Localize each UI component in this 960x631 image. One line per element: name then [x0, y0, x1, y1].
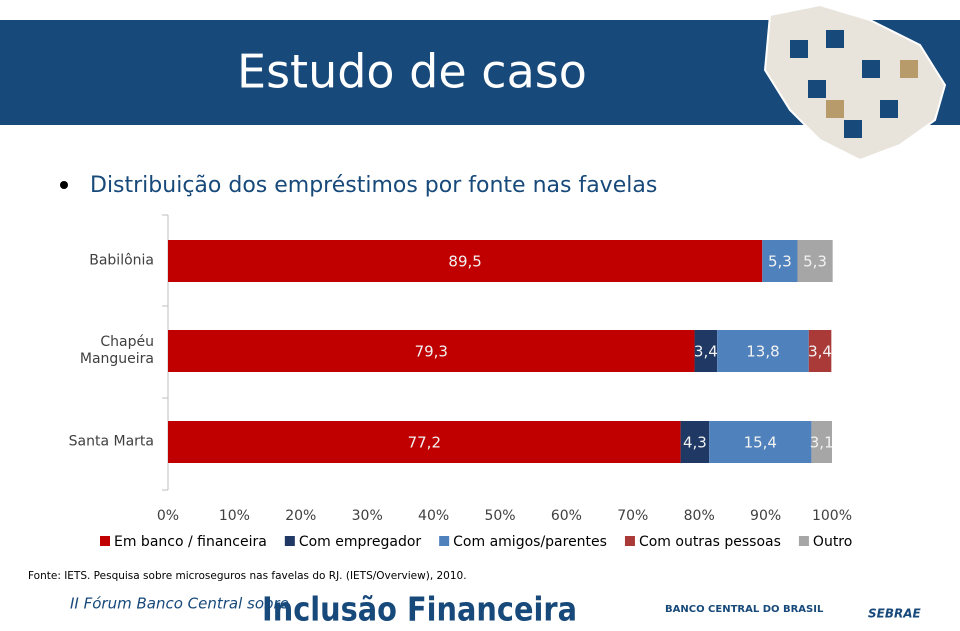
- x-tick-label: 70%: [617, 508, 648, 524]
- value-label: 89,5: [448, 253, 481, 271]
- value-label: 4,3: [683, 434, 707, 452]
- x-tick-label: 50%: [484, 508, 515, 524]
- slide-title: Estudo de caso: [237, 45, 587, 99]
- chart-title: Distribuição dos empréstimos por fonte n…: [90, 173, 657, 198]
- value-label: 5,3: [803, 253, 827, 271]
- footer-line1: II Fórum Banco Central sobre: [70, 595, 289, 613]
- bar-segment: [762, 240, 798, 282]
- value-label: 79,3: [415, 343, 448, 361]
- map-logo: [763, 3, 947, 162]
- bar-segment: [168, 421, 681, 463]
- footer-line2: Inclusão Financeira: [262, 590, 577, 629]
- value-label: 5,3: [768, 253, 792, 271]
- bar-segment: [717, 330, 809, 372]
- legend-swatch: [798, 536, 809, 546]
- category-label: Babilônia: [89, 252, 154, 269]
- logo-sebrae: SEBRAE: [868, 607, 922, 621]
- category-label: Santa Marta: [68, 433, 154, 450]
- bar-segment: [694, 330, 718, 372]
- legend-label: Com empregador: [299, 534, 422, 550]
- x-tick-label: 10%: [219, 508, 250, 524]
- legend-label: Em banco / financeira: [114, 534, 267, 550]
- legend-label: Outro: [813, 534, 852, 550]
- bar-segment: [797, 240, 833, 282]
- value-label: 3,4: [808, 343, 832, 361]
- bullet: [60, 181, 68, 189]
- x-tick-label: 80%: [684, 508, 715, 524]
- x-tick-label: 100%: [812, 508, 852, 524]
- bar-segment: [811, 421, 832, 463]
- value-label: 3,4: [694, 343, 718, 361]
- x-tick-label: 30%: [352, 508, 383, 524]
- source: Fonte: IETS. Pesquisa sobre microseguros…: [28, 570, 467, 582]
- bar-segment: [168, 330, 695, 372]
- legend-label: Com outras pessoas: [639, 534, 781, 550]
- legend-swatch: [439, 536, 450, 546]
- legend-swatch: [284, 536, 295, 546]
- value-label: 3,1: [810, 434, 834, 452]
- bar-segment: [709, 421, 812, 463]
- bar-segment: [168, 240, 763, 282]
- x-tick-label: 0%: [157, 508, 179, 524]
- value-label: 13,8: [746, 343, 779, 361]
- x-tick-label: 60%: [551, 508, 582, 524]
- bar-segment: [680, 421, 710, 463]
- bar-segment: [808, 330, 832, 372]
- category-ticks: [162, 214, 168, 491]
- legend-label: Com amigos/parentes: [453, 534, 607, 550]
- value-label: 77,2: [408, 434, 441, 452]
- legend-swatch: [624, 536, 635, 546]
- x-tick-label: 90%: [750, 508, 781, 524]
- logo-bc: BANCO CENTRAL DO BRASIL: [665, 604, 824, 615]
- value-label: 15,4: [744, 434, 777, 452]
- legend-swatch: [100, 536, 110, 546]
- x-tick-label: 20%: [285, 508, 316, 524]
- x-tick-label: 40%: [418, 508, 449, 524]
- category-label: Chapéu Mangueira: [79, 334, 154, 367]
